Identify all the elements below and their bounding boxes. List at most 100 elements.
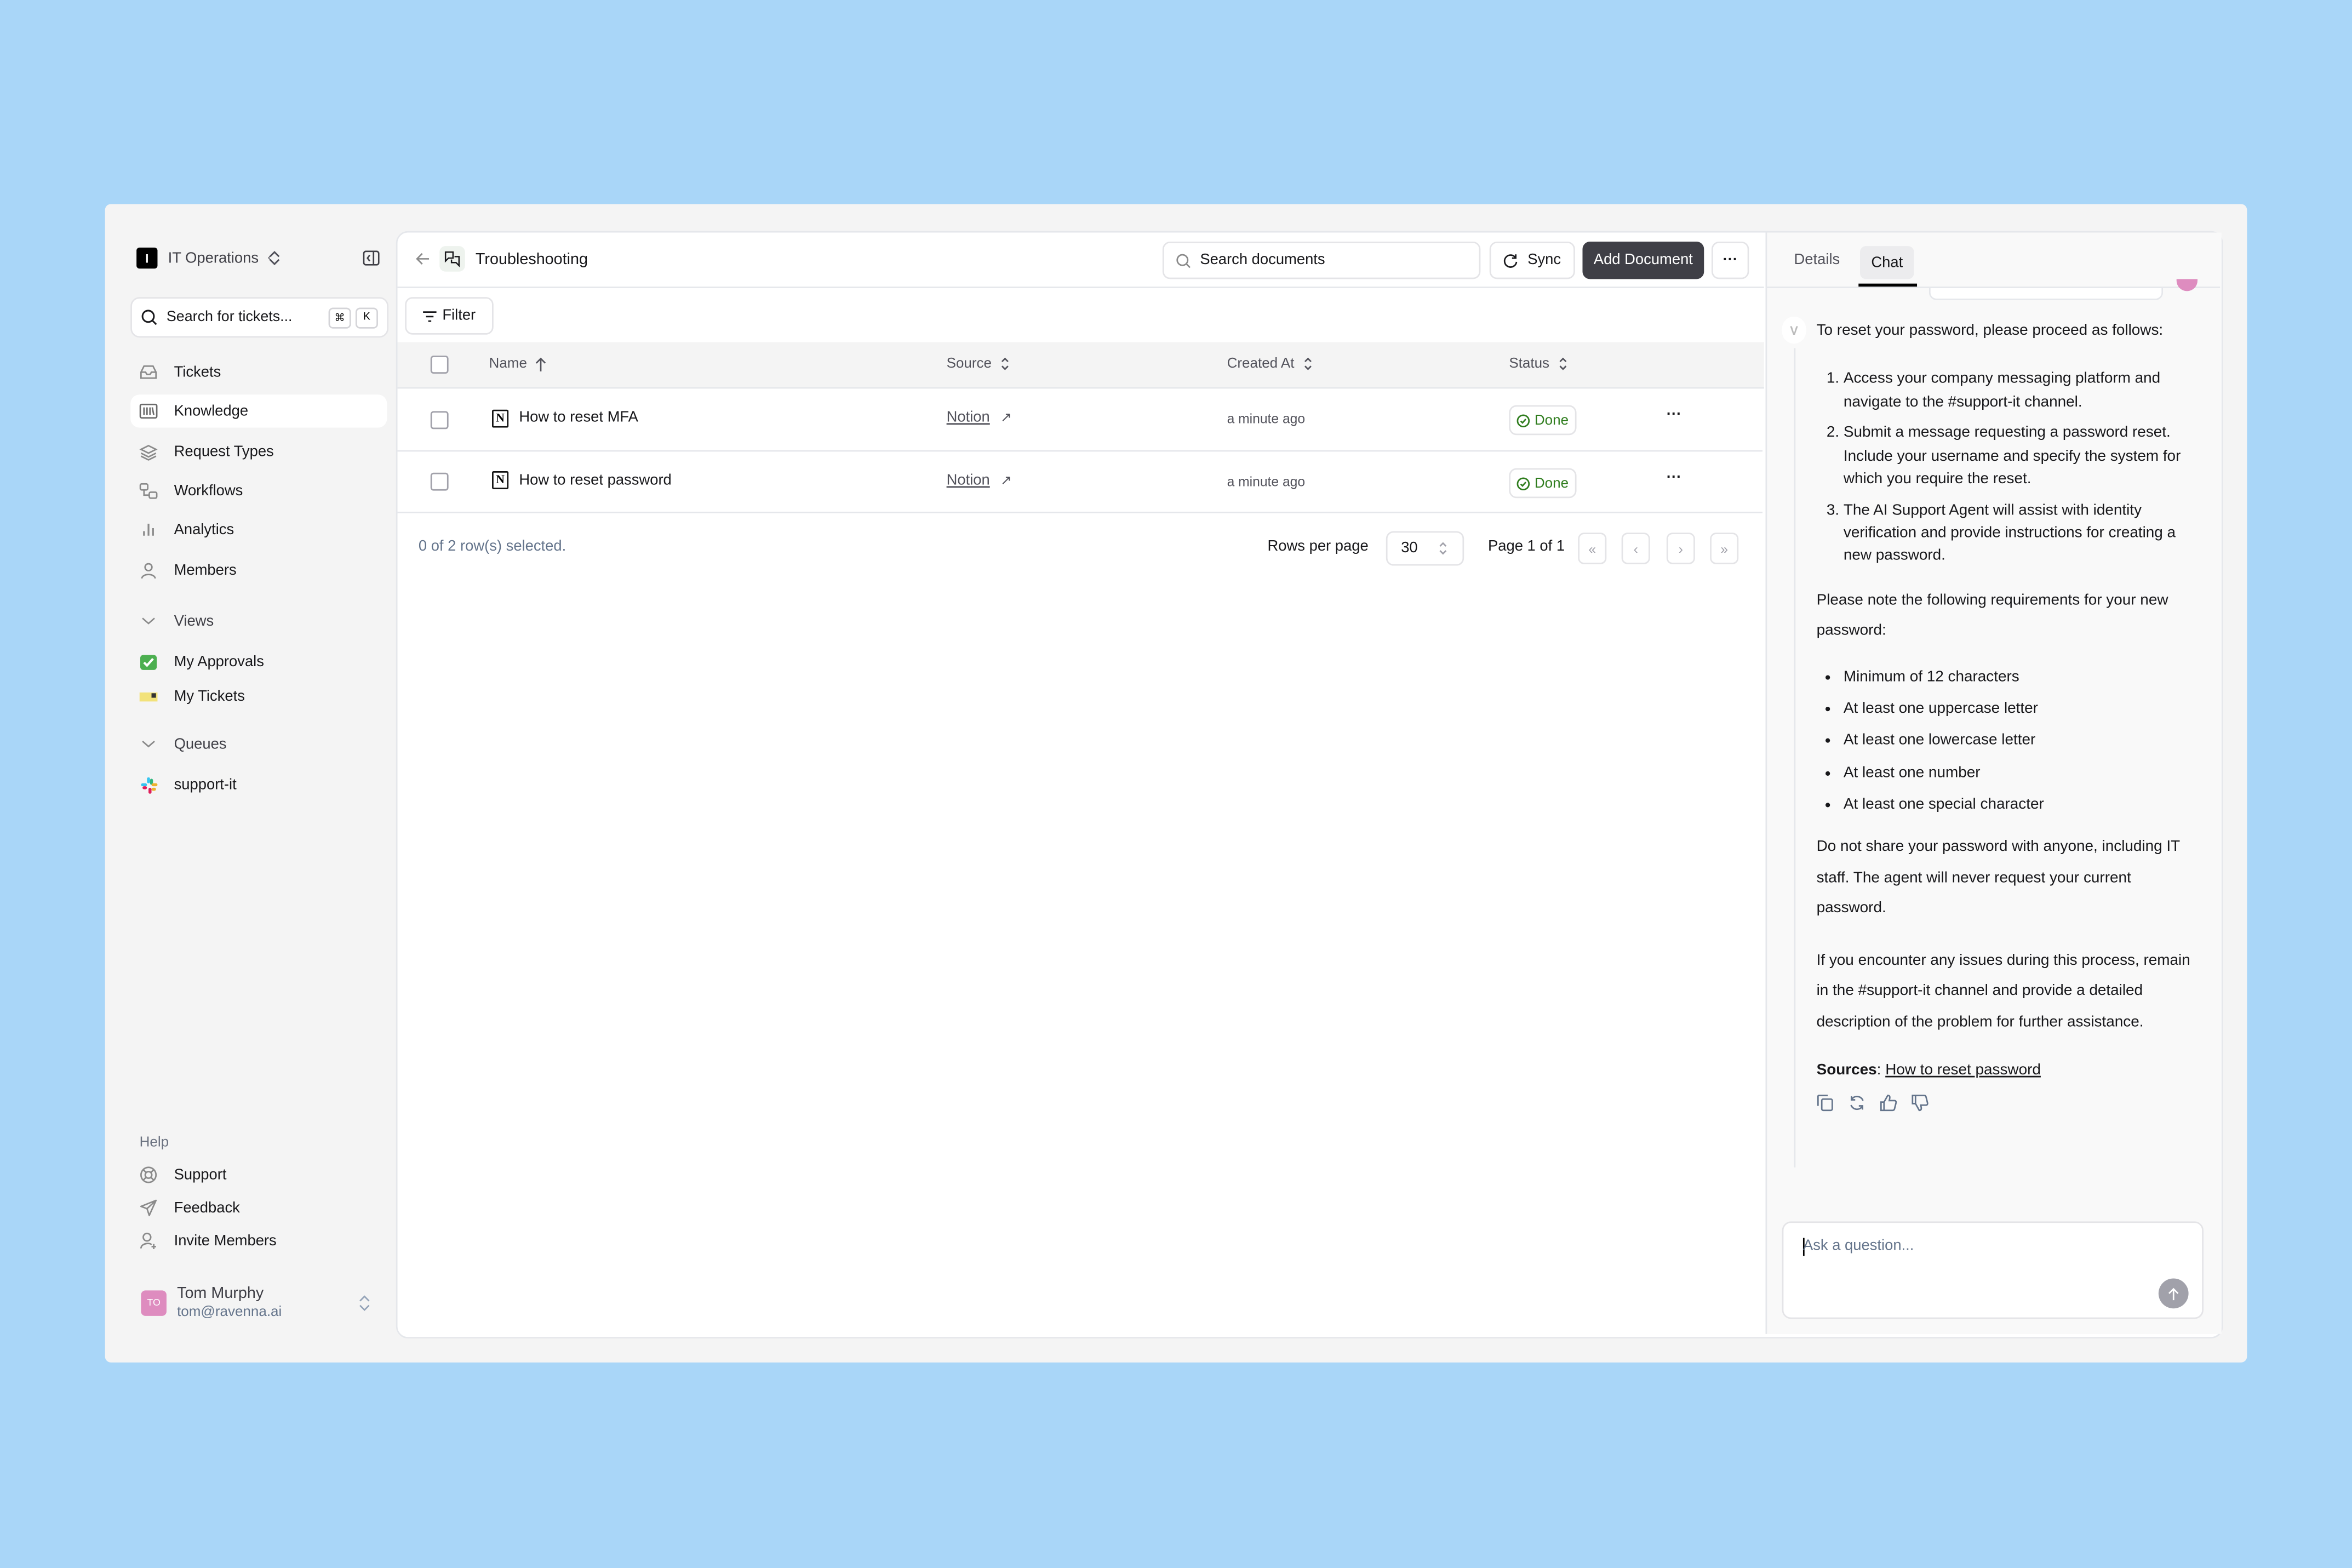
requirements-list: Minimum of 12 characters At least one up…	[1817, 666, 2204, 816]
more-options-button[interactable]: ···	[1711, 241, 1749, 279]
user-menu[interactable]: TO Tom Murphy tom@ravenna.ai	[140, 1283, 380, 1325]
document-search-input[interactable]: Search documents	[1162, 241, 1481, 279]
text-cursor	[1802, 1238, 1805, 1256]
steps-list: Access your company messaging platform a…	[1817, 368, 2204, 568]
sidebar-item-my-tickets[interactable]: My Tickets	[130, 680, 387, 713]
check-circle-icon	[1517, 414, 1530, 427]
send-icon	[140, 1199, 158, 1217]
queues-section-toggle[interactable]: Queues	[130, 728, 387, 760]
tab-details[interactable]: Details	[1794, 252, 1840, 269]
send-button[interactable]	[2158, 1278, 2189, 1309]
rows-per-page-select[interactable]: 30	[1386, 531, 1464, 566]
sort-ascending-icon	[536, 357, 547, 371]
chevrons-up-down-icon	[269, 250, 280, 266]
select-all-checkbox[interactable]	[430, 356, 449, 374]
user-plus-icon	[140, 1232, 158, 1250]
column-header-created-at[interactable]: Created At	[1227, 356, 1313, 372]
column-label: Created At	[1227, 356, 1295, 373]
source-link[interactable]: Notion	[946, 472, 990, 489]
column-label: Name	[489, 356, 527, 373]
workspace-switcher[interactable]: I IT Operations ‹	[136, 247, 281, 269]
message-intro: To reset your password, please proceed a…	[1816, 322, 2164, 339]
document-folder-icon	[439, 246, 465, 272]
status-label: Done	[1534, 411, 1569, 428]
sidebar-item-support-it[interactable]: support-it	[130, 768, 387, 801]
first-page-button[interactable]: «	[1578, 533, 1607, 564]
chevron-left-icon: ‹	[1633, 541, 1638, 556]
document-name[interactable]: How to reset password	[519, 472, 672, 489]
external-link-icon: ↗	[1000, 472, 1012, 488]
check-circle-icon	[1517, 477, 1530, 490]
sidebar-item-label: My Approvals	[174, 653, 264, 670]
ticket-search-input[interactable]: Search for tickets... ⌘ K	[130, 297, 389, 338]
filter-label: Filter	[442, 307, 476, 324]
row-checkbox[interactable]	[430, 472, 449, 491]
column-header-name[interactable]: Name	[489, 356, 547, 372]
page-title: Troubleshooting	[475, 250, 588, 269]
column-label: Source	[946, 356, 992, 373]
search-icon	[141, 310, 157, 325]
sidebar-item-members[interactable]: Members	[130, 554, 387, 587]
message-actions	[1817, 1095, 2204, 1113]
sidebar-item-feedback[interactable]: Feedback	[130, 1192, 387, 1224]
row-actions-button[interactable]: ···	[1666, 470, 1682, 487]
sidebar-item-label: Feedback	[174, 1199, 240, 1216]
last-page-button[interactable]: »	[1710, 533, 1739, 564]
thumbs-up-icon[interactable]	[1880, 1095, 1898, 1113]
created-at: a minute ago	[1227, 474, 1306, 489]
row-checkbox[interactable]	[430, 411, 449, 430]
sidebar-item-tickets[interactable]: Tickets	[130, 356, 387, 388]
sidebar-item-label: Knowledge	[174, 403, 249, 420]
chevrons-up-down-icon	[359, 1295, 370, 1311]
sidebar-item-invite-members[interactable]: Invite Members	[130, 1224, 387, 1257]
tab-label: Chat	[1871, 254, 1903, 271]
sidebar-item-knowledge[interactable]: Knowledge	[130, 394, 387, 428]
next-page-button[interactable]: ›	[1666, 533, 1695, 564]
copy-icon[interactable]	[1817, 1095, 1835, 1113]
sources-label: Sources	[1816, 1062, 1877, 1079]
step-item: Submit a message requesting a password r…	[1844, 422, 2204, 491]
header-divider	[397, 287, 1764, 288]
chevrons-left-icon: «	[1588, 541, 1596, 556]
check-box-emoji-icon	[140, 653, 158, 671]
sidebar-item-label: Tickets	[174, 364, 221, 381]
regenerate-icon[interactable]	[1848, 1095, 1866, 1113]
section-label: Queues	[174, 736, 227, 753]
chevrons-right-icon: »	[1720, 541, 1729, 556]
warning-paragraph: Do not share your password with anyone, …	[1816, 839, 2180, 917]
collapse-sidebar-icon[interactable]	[363, 250, 380, 266]
arrow-up-icon	[2168, 1287, 2179, 1300]
back-arrow-icon[interactable]	[415, 252, 430, 266]
section-label: Views	[174, 613, 214, 630]
views-section-toggle[interactable]: Views	[130, 605, 387, 638]
source-link[interactable]: How to reset password	[1885, 1062, 2041, 1079]
column-label: Status	[1509, 356, 1550, 373]
inbox-icon	[140, 363, 158, 381]
row-actions-button[interactable]: ···	[1666, 407, 1682, 424]
chevron-right-icon: ›	[1678, 541, 1683, 556]
sidebar-item-support[interactable]: Support	[130, 1158, 387, 1191]
sort-icon	[1002, 357, 1009, 370]
sidebar-item-request-types[interactable]: Request Types	[130, 435, 387, 468]
status-badge: Done	[1509, 468, 1576, 499]
add-document-button[interactable]: Add Document	[1582, 241, 1704, 279]
slack-icon	[140, 776, 158, 794]
sidebar-item-analytics[interactable]: Analytics	[130, 513, 387, 546]
thumbs-down-icon[interactable]	[1911, 1095, 1929, 1113]
filter-button[interactable]: Filter	[405, 297, 494, 335]
document-name[interactable]: How to reset MFA	[519, 409, 638, 426]
tab-chat[interactable]: Chat	[1859, 246, 1914, 279]
chat-input[interactable]: Ask a question...	[1782, 1221, 2204, 1319]
chat-panel	[1765, 232, 2222, 1334]
notion-icon: N	[492, 409, 509, 428]
source-link[interactable]: Notion	[946, 409, 990, 426]
sidebar-item-my-approvals[interactable]: My Approvals	[130, 645, 387, 678]
requirement-item: Minimum of 12 characters	[1844, 666, 2204, 689]
page-indicator: Page 1 of 1	[1487, 539, 1565, 556]
selection-count: 0 of 2 row(s) selected.	[418, 539, 566, 556]
sidebar-item-workflows[interactable]: Workflows	[130, 474, 387, 507]
column-header-status[interactable]: Status	[1509, 356, 1567, 372]
previous-page-button[interactable]: ‹	[1621, 533, 1650, 564]
column-header-source[interactable]: Source	[947, 356, 1010, 372]
sync-button[interactable]: Sync	[1489, 241, 1575, 279]
